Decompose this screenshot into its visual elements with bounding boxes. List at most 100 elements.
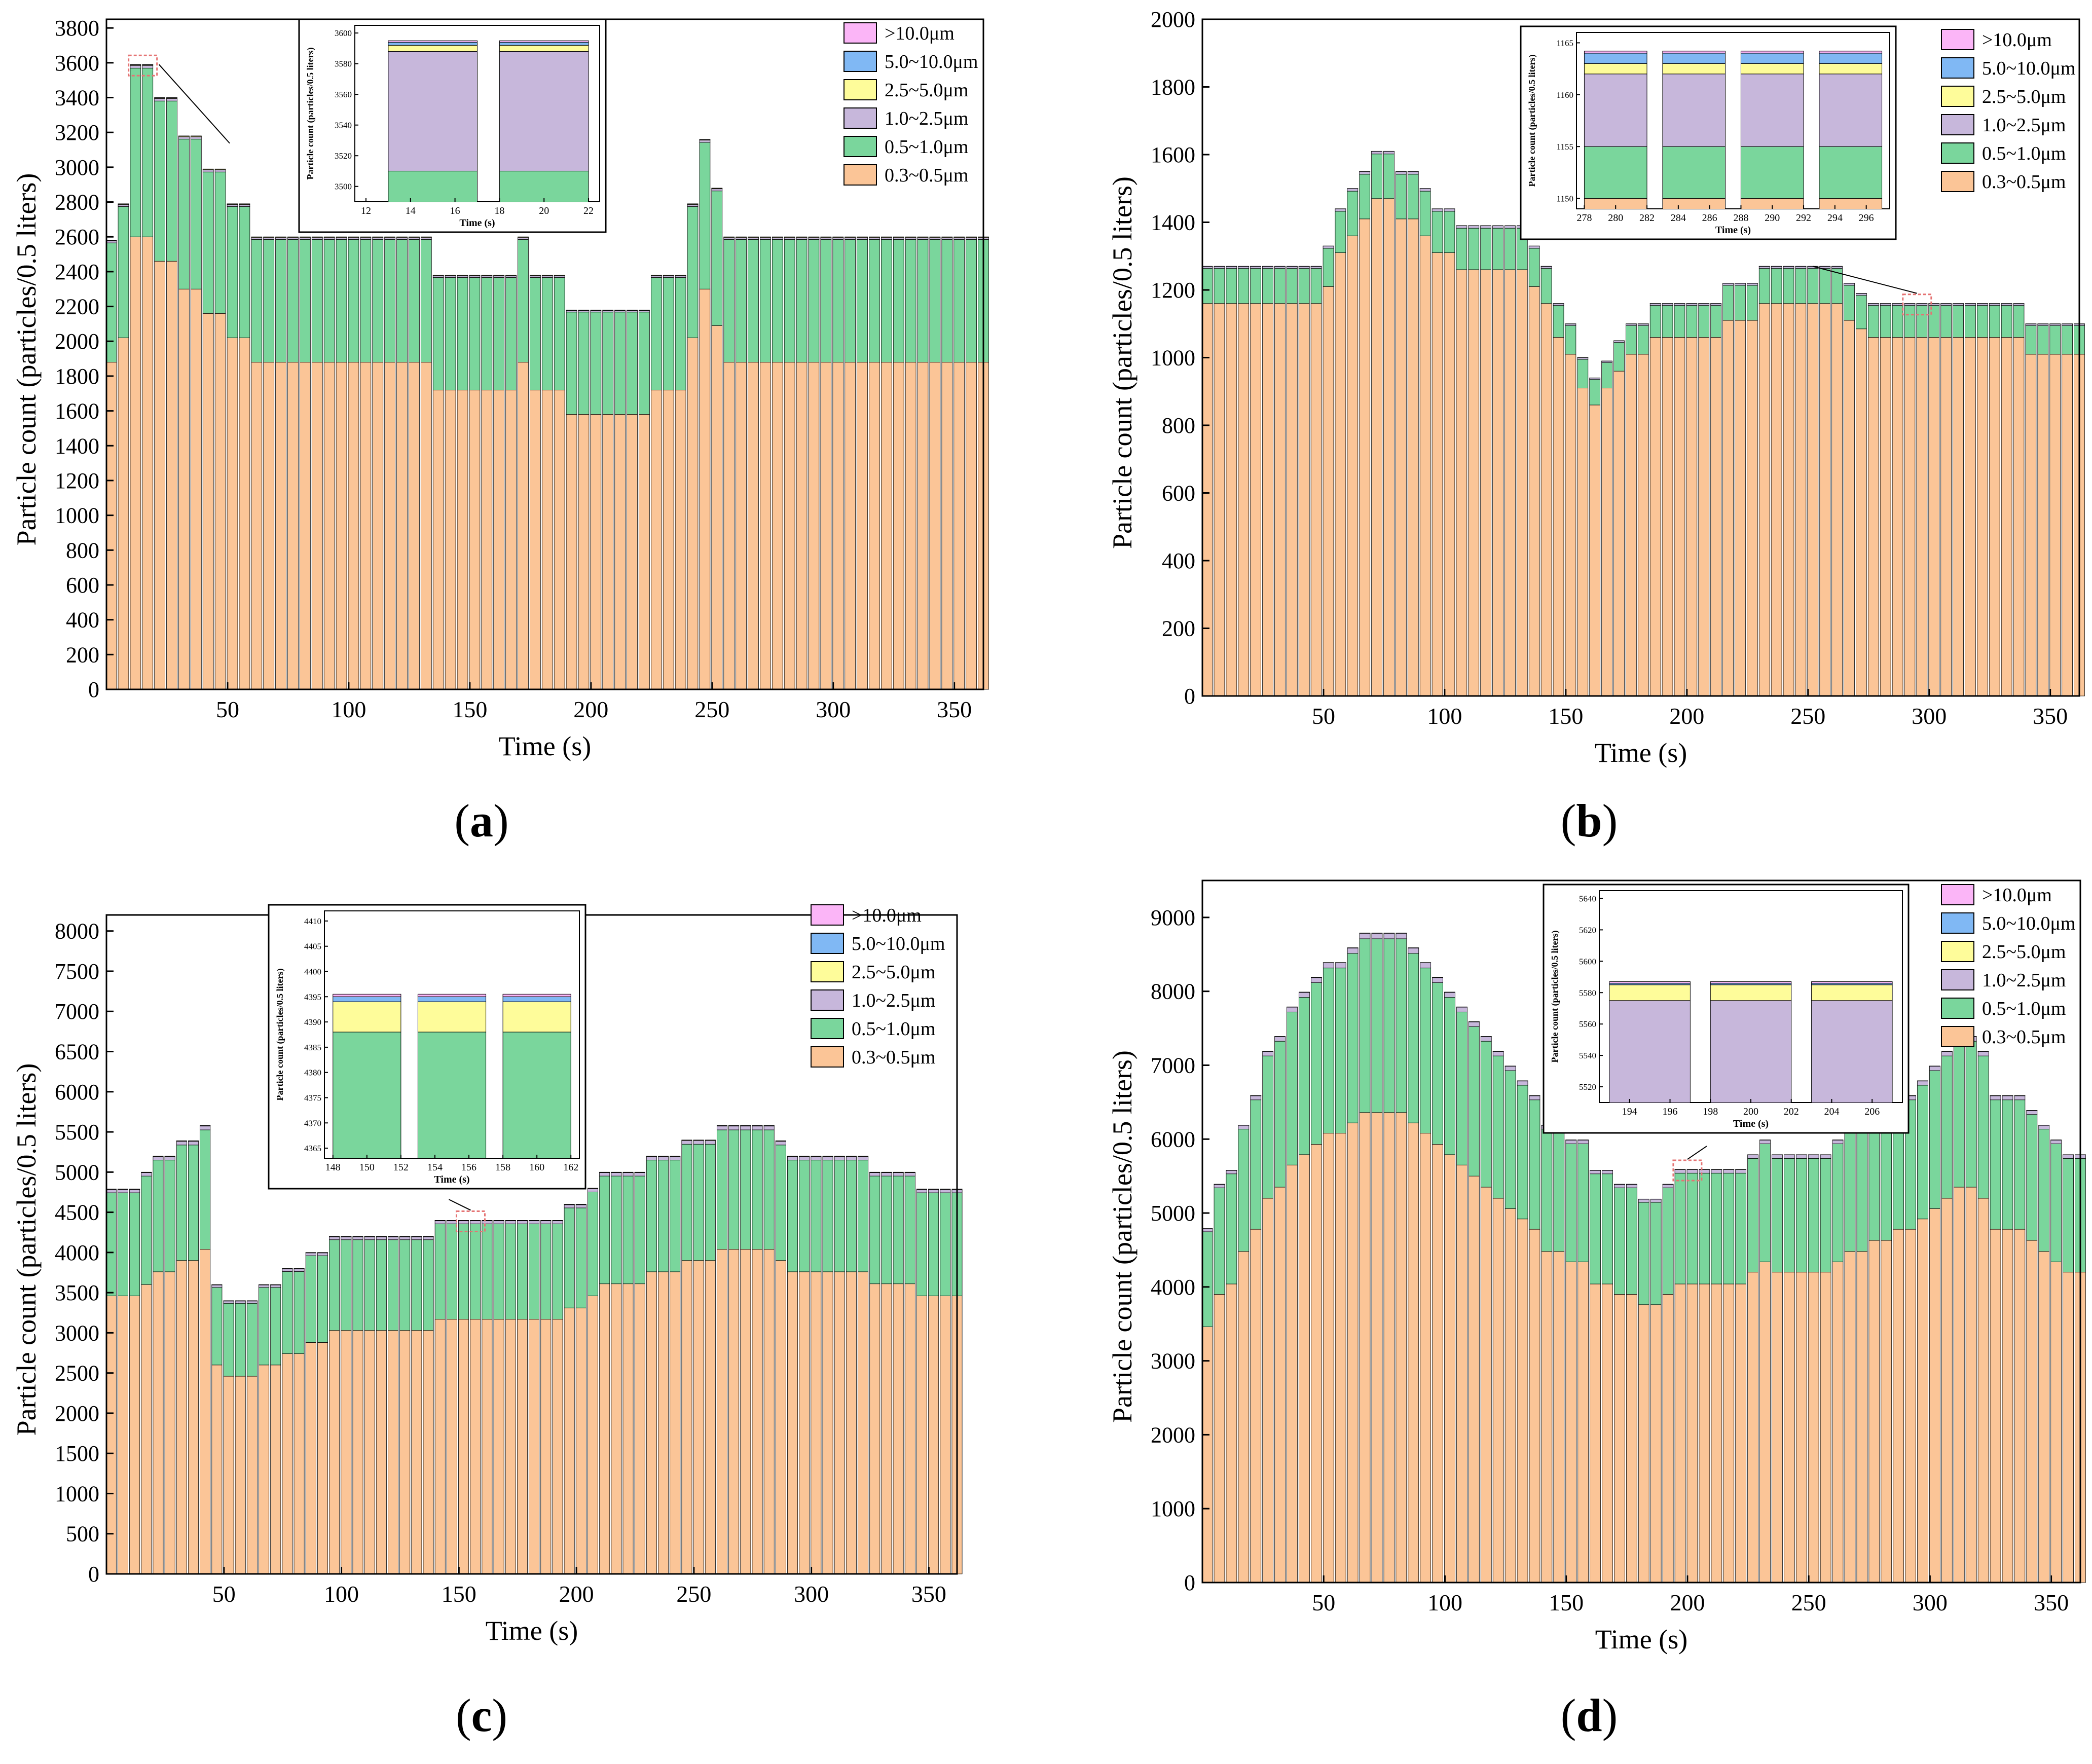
inset-x-tick-label: 20 [539,205,549,216]
inset-bar-2-s2 [499,170,589,202]
bar-1-t167 [505,389,517,690]
bar-1-t127 [1504,269,1516,696]
bar-1-t127 [399,1330,411,1574]
bar-2-t242 [687,206,699,338]
inset-y-tick-label: 3500 [335,182,352,192]
legend-swatch-2 [1941,912,1974,934]
inset-x-tick-label: 290 [1765,212,1780,224]
y-tick-label: 4000 [55,1240,99,1265]
bar-2-t37 [1286,268,1298,304]
bar-2-t342 [929,239,941,362]
panel-paren-open: ( [1561,1689,1576,1741]
inset-bar-1-s6 [333,994,401,997]
bar-2-t242 [670,1160,681,1272]
bar-3-t237 [675,275,686,278]
bar-2-t52 [227,206,238,338]
inset-bars [1584,51,1883,209]
y-tick-label: 1000 [1151,346,1195,371]
inset-y-axis-title: Particle count (particles/0.5 liters) [275,969,285,1101]
bar-3-t242 [670,1156,681,1161]
bar-1-t267 [1844,1251,1856,1583]
bar-3-t17 [142,65,154,68]
bar-1-t252 [711,325,723,690]
bar-3-t192 [1662,1184,1674,1188]
bar-3-t227 [1747,1154,1758,1159]
inset-x-tick-label: 202 [1784,1106,1799,1117]
bar-3-t197 [564,1204,575,1208]
legend-label-2: 5.0~10.0μm [885,51,978,72]
y-tick-label: 400 [1162,548,1195,573]
y-tick-label: 600 [1162,481,1195,506]
bar-1-t97 [1432,1144,1443,1583]
legend-swatch-3 [811,961,844,982]
bar-2-t332 [905,239,916,362]
chart-panel-b: 50 100 150 200 250 300 350 0 200 400 600 800 1000 120… [1107,7,2085,847]
bar-2-t107 [1456,228,1467,270]
y-tick-label: 2000 [55,1401,99,1426]
bar-2-t222 [1735,1172,1747,1284]
bar-3-t52 [223,1301,234,1304]
x-tick-label: 350 [2033,703,2068,729]
bar-2-t302 [832,239,844,362]
bar-3-t197 [1674,1169,1686,1173]
bar-2-t232 [663,277,674,390]
bar-3-t102 [348,237,359,240]
bar-3-t357 [2063,1154,2074,1159]
inset-x-axis-title: Time (s) [1715,225,1751,236]
legend-label-6: 0.3~0.5μm [852,1047,936,1068]
bar-3-t332 [2001,303,2012,306]
bar-3-t147 [446,1221,457,1224]
bar-1-t7 [1214,1294,1225,1583]
legend-label-5: 0.5~1.0μm [852,1018,936,1040]
bar-2-t117 [1480,228,1491,270]
bar-1-t262 [736,362,747,690]
bar-1-t162 [1589,405,1601,696]
bar-1-t132 [1516,269,1528,696]
bar-2-t252 [693,1144,704,1261]
bar-3-t242 [687,204,699,207]
bar-2-t347 [2038,1129,2050,1252]
bar-3-t292 [808,237,820,240]
bar-1-t262 [1831,303,1843,696]
bar-2-t297 [1917,1085,1928,1220]
bar-2-t292 [787,1160,798,1272]
bar-2-t247 [1795,268,1807,304]
bar-3-t27 [1262,1051,1274,1056]
bar-2-t157 [1577,1144,1589,1262]
bar-1-t277 [752,1249,763,1574]
y-tick-label: 2000 [1151,7,1195,32]
bar-3-t242 [1783,1154,1795,1159]
bar-3-t342 [929,237,941,240]
bar-1-t292 [808,362,820,690]
inset-bar-4-s2 [1819,146,1883,199]
bar-1-t137 [1528,286,1540,696]
bar-3-t62 [251,237,263,240]
bar-1-t337 [917,362,929,690]
bar-2-t2 [1201,268,1213,304]
bar-2-t232 [646,1160,657,1272]
bar-1-t357 [2063,1272,2074,1583]
bar-1-t277 [772,362,783,690]
bar-group [105,1125,963,1574]
bar-1-t252 [1808,1272,1819,1583]
bar-3-t227 [650,275,662,278]
bar-1-t37 [188,1260,199,1574]
bar-2-t27 [1262,1055,1274,1199]
bar-2-t157 [1577,359,1589,388]
bar-1-t142 [434,1319,446,1574]
inset-highlight-box [455,1210,486,1232]
bar-1-t307 [845,362,856,690]
bar-3-t247 [681,1140,692,1145]
bar-3-t272 [740,1126,751,1130]
bar-1-t52 [1323,1133,1334,1583]
bar-1-t72 [1371,1112,1383,1583]
bar-2-t217 [611,1175,622,1284]
legend-label-5: 0.5~1.0μm [1982,998,2066,1019]
bar-1-t32 [178,288,190,690]
bar-2-t252 [711,191,723,326]
bar-2-t342 [2025,325,2037,355]
bar-1-t192 [1662,1294,1674,1583]
bar-1-t122 [388,1330,399,1574]
bar-3-t22 [154,98,165,101]
